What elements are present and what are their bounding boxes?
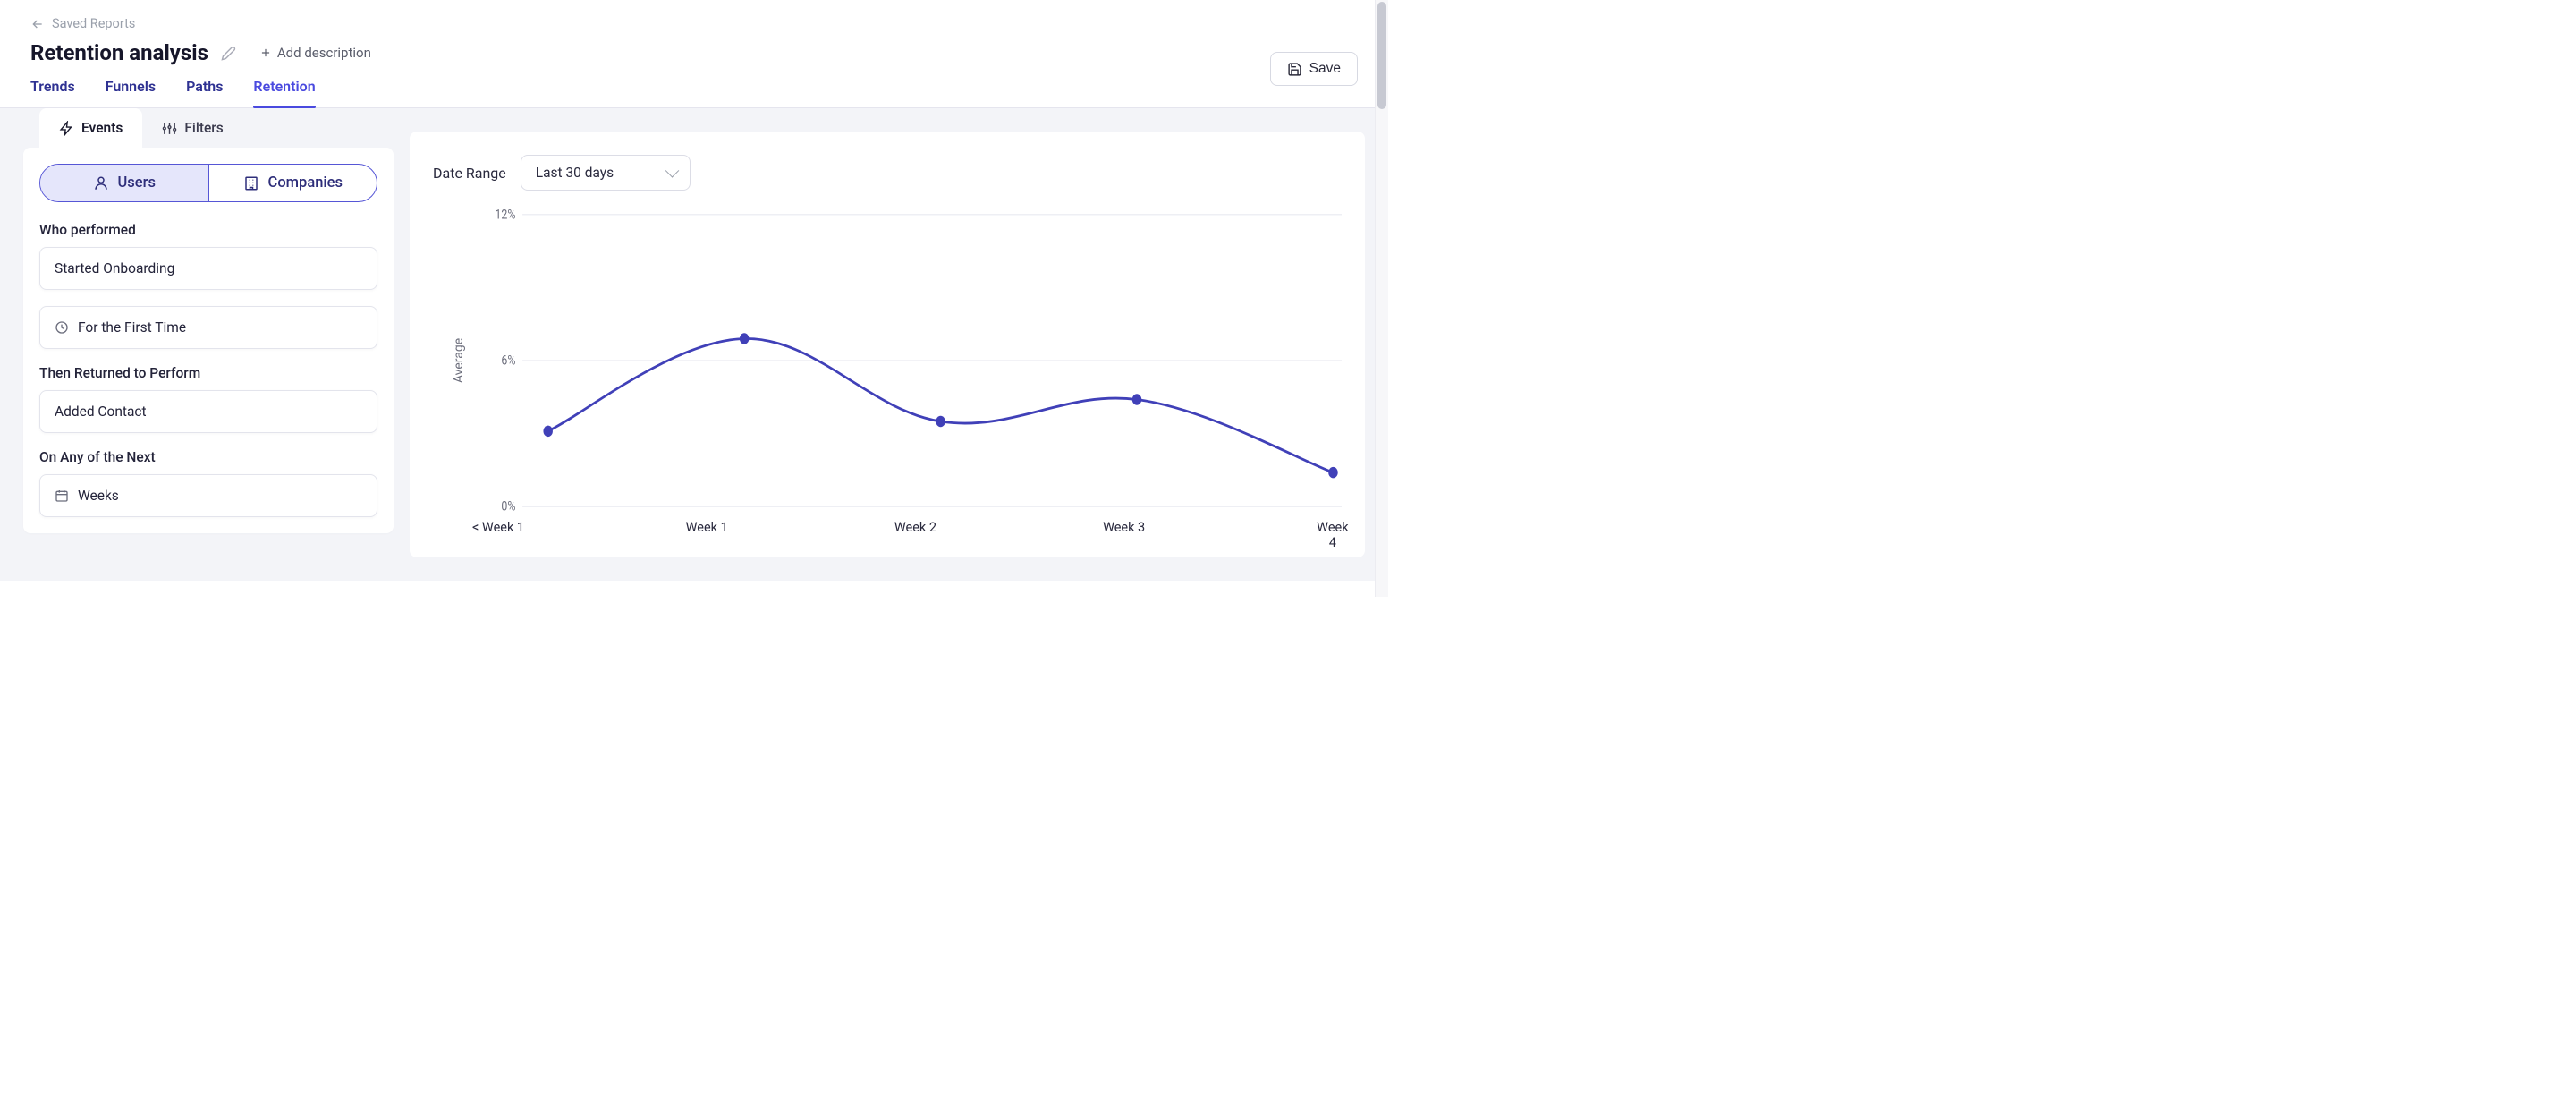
scrollbar[interactable]: [1375, 0, 1388, 597]
building-icon: [243, 175, 259, 191]
subtab-events-label: Events: [81, 120, 123, 136]
first-time-value: For the First Time: [78, 319, 186, 336]
who-performed-select[interactable]: Started Onboarding: [39, 247, 377, 290]
arrow-left-icon: [30, 17, 45, 31]
retention-chart: Average 0% 6% 12%: [433, 208, 1342, 513]
save-button-label: Save: [1309, 61, 1341, 77]
toggle-users-label: Users: [118, 174, 156, 191]
then-returned-value: Added Contact: [55, 404, 147, 420]
date-range-value: Last 30 days: [536, 165, 614, 181]
calendar-icon: [55, 489, 69, 503]
save-icon: [1287, 62, 1302, 77]
toggle-users[interactable]: Users: [40, 165, 208, 201]
toggle-companies[interactable]: Companies: [208, 165, 377, 201]
lightning-icon: [59, 121, 74, 136]
breadcrumb-label: Saved Reports: [52, 16, 135, 31]
chart-panel: Date Range Last 30 days Average 0%6%12% …: [410, 132, 1365, 557]
entity-toggle: Users Companies: [39, 164, 377, 202]
x-label: < Week 1: [472, 520, 524, 535]
x-label: Week 4: [1317, 520, 1348, 550]
date-range-label: Date Range: [433, 165, 506, 182]
save-button[interactable]: Save: [1270, 52, 1358, 86]
chart-svg: 0% 6% 12%: [487, 208, 1342, 513]
add-description-button[interactable]: Add description: [259, 45, 371, 61]
report-type-tabs: Trends Funnels Paths Retention: [30, 78, 1358, 107]
edit-title-button[interactable]: [221, 46, 236, 61]
clock-icon: [55, 320, 69, 335]
tab-paths[interactable]: Paths: [186, 78, 223, 107]
scrollbar-thumb[interactable]: [1377, 2, 1386, 109]
pencil-icon: [221, 46, 236, 61]
tab-trends[interactable]: Trends: [30, 78, 75, 107]
add-description-label: Add description: [277, 45, 371, 61]
svg-text:6%: 6%: [501, 353, 515, 369]
tab-retention[interactable]: Retention: [253, 78, 315, 107]
date-range-select[interactable]: Last 30 days: [521, 155, 691, 191]
events-panel: Users Companies Who performed Started On…: [23, 148, 394, 533]
then-returned-select[interactable]: Added Contact: [39, 390, 377, 433]
page-header: Saved Reports Retention analysis Add des…: [0, 0, 1388, 108]
first-time-select[interactable]: For the First Time: [39, 306, 377, 349]
subtab-events[interactable]: Events: [39, 108, 142, 148]
on-any-next-label: On Any of the Next: [39, 449, 377, 465]
who-performed-value: Started Onboarding: [55, 260, 174, 276]
then-returned-label: Then Returned to Perform: [39, 365, 377, 381]
subtab-filters-label: Filters: [184, 120, 223, 136]
page-title: Retention analysis: [30, 40, 208, 65]
who-performed-label: Who performed: [39, 222, 377, 238]
plus-icon: [259, 47, 272, 59]
x-label: Week 1: [686, 520, 728, 535]
x-axis-labels: < Week 1Week 1Week 2Week 3Week 4: [433, 520, 1342, 540]
toggle-companies-label: Companies: [268, 174, 343, 191]
x-label: Week 3: [1103, 520, 1145, 535]
breadcrumb-back[interactable]: Saved Reports: [30, 16, 135, 31]
on-any-next-value: Weeks: [78, 488, 119, 504]
tab-funnels[interactable]: Funnels: [106, 78, 156, 107]
y-axis-label: Average: [452, 338, 466, 383]
sliders-icon: [162, 121, 177, 136]
svg-text:12%: 12%: [495, 208, 515, 223]
subtab-filters[interactable]: Filters: [142, 108, 242, 148]
x-label: Week 2: [894, 520, 936, 535]
svg-text:0%: 0%: [501, 499, 515, 513]
on-any-next-select[interactable]: Weeks: [39, 474, 377, 517]
workspace: Events Filters Users Companies: [0, 108, 1388, 581]
user-icon: [93, 175, 109, 191]
